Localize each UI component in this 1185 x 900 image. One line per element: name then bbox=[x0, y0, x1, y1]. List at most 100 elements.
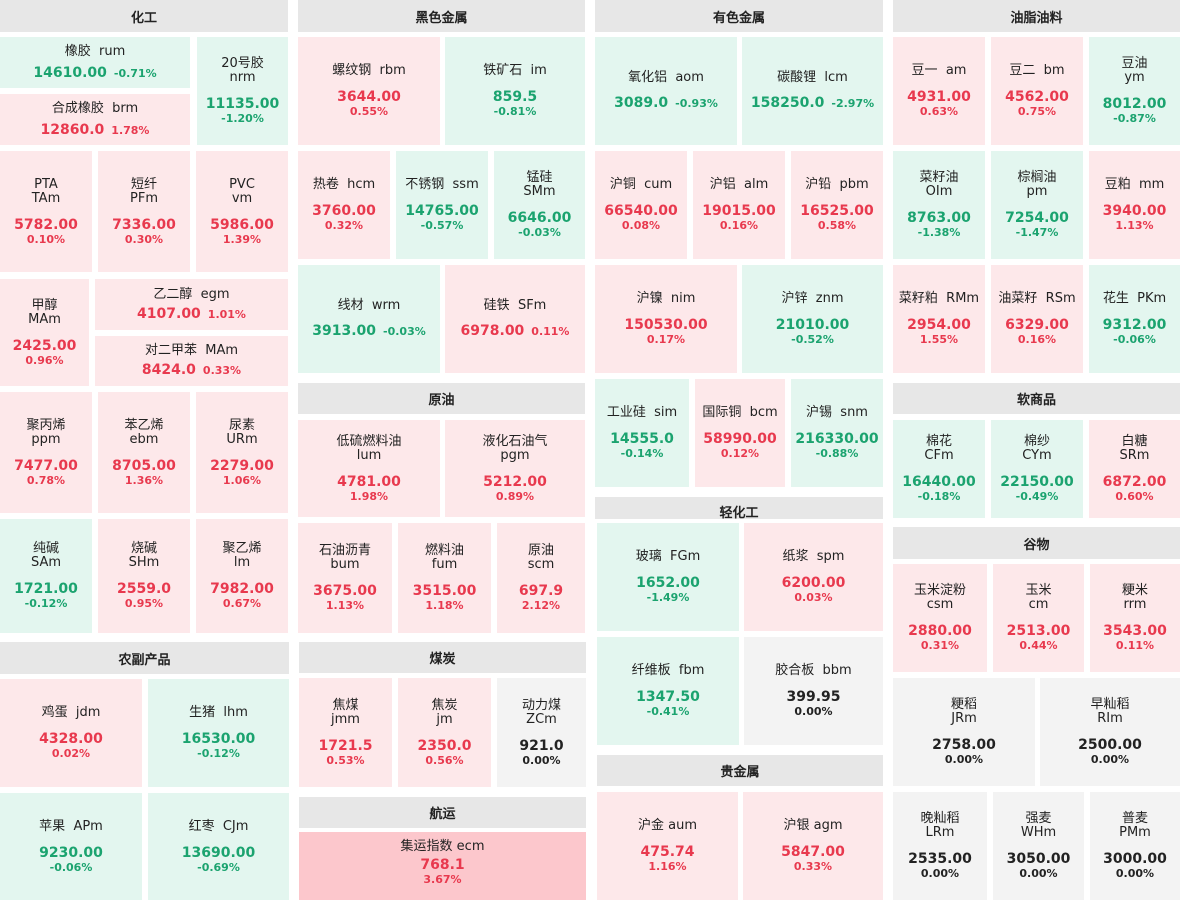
tile-pta[interactable]: PTA TAm 5782.00 0.10% bbox=[0, 151, 92, 272]
tile-lpg[interactable]: 液化石油气 pgm 5212.00 0.89% bbox=[445, 420, 585, 517]
price: 7982.00 bbox=[210, 581, 274, 597]
tile-synthetic-rubber[interactable]: 合成橡胶 brm 12860.0 1.78% bbox=[0, 94, 190, 145]
contract-name: 焦炭 bbox=[431, 697, 458, 713]
tile-rapeseed-meal[interactable]: 菜籽粕 RMm 2954.00 1.55% bbox=[893, 265, 985, 373]
tile-soybean-1[interactable]: 豆一 am 4931.00 0.63% bbox=[893, 37, 985, 145]
contract-symbol: pm bbox=[1026, 184, 1048, 199]
tile-crude-oil[interactable]: 原油 scm 697.9 2.12% bbox=[497, 523, 585, 633]
tile-soybean-meal[interactable]: 豆粕 mm 3940.00 1.13% bbox=[1089, 151, 1180, 259]
tile-methanol[interactable]: 甲醇 MAm 2425.00 0.96% bbox=[0, 279, 89, 386]
tile-fuel-oil[interactable]: 燃料油 fum 3515.00 1.18% bbox=[398, 523, 491, 633]
tile-pvc[interactable]: PVC vm 5986.00 1.39% bbox=[196, 151, 288, 272]
tile-strong-wheat[interactable]: 强麦 WHm 3050.00 0.00% bbox=[993, 792, 1084, 900]
tile-rubber[interactable]: 橡胶 rum 14610.00 -0.71% bbox=[0, 37, 190, 88]
tile-soda-ash[interactable]: 纯碱 SAm 1721.00 -0.12% bbox=[0, 519, 92, 633]
tile-fiberboard[interactable]: 纤维板 fbm 1347.50 -0.41% bbox=[597, 637, 739, 745]
price: 6329.00 bbox=[1005, 317, 1069, 333]
name-row: 对二甲苯 MAm bbox=[145, 344, 238, 358]
tile-glass[interactable]: 玻璃 FGm 1652.00 -1.49% bbox=[597, 523, 739, 631]
tile-silicomanganese[interactable]: 锰硅 SMm 6646.00 -0.03% bbox=[494, 151, 585, 259]
tile-late-indica-rice[interactable]: 晚籼稻 LRm 2535.00 0.00% bbox=[893, 792, 987, 900]
contract-symbol: brm bbox=[112, 100, 139, 116]
tile-alumina[interactable]: 氧化铝 aom 3089.0 -0.93% bbox=[595, 37, 737, 145]
tile-corn[interactable]: 玉米 cm 2513.00 0.44% bbox=[993, 564, 1084, 672]
tile-gold[interactable]: 沪金 aum 475.74 1.16% bbox=[597, 792, 738, 900]
tile-polyethylene[interactable]: 聚乙烯 lm 7982.00 0.67% bbox=[196, 519, 288, 633]
tile-japonica-rice[interactable]: 粳米 rrm 3543.00 0.11% bbox=[1090, 564, 1180, 672]
tile-staple-fiber[interactable]: 短纤 PFm 7336.00 0.30% bbox=[98, 151, 190, 272]
tile-sugar[interactable]: 白糖 SRm 6872.00 0.60% bbox=[1089, 420, 1180, 518]
tile-low-sulfur-fuel-oil[interactable]: 低硫燃料油 lum 4781.00 1.98% bbox=[298, 420, 440, 517]
tile-coking-coal[interactable]: 焦煤 jmm 1721.5 0.53% bbox=[299, 678, 392, 787]
tile-thermal-coal[interactable]: 动力煤 ZCm 921.0 0.00% bbox=[497, 678, 586, 787]
tile-lead[interactable]: 沪铅 pbm 16525.00 0.58% bbox=[791, 151, 883, 259]
section-title: 原油 bbox=[428, 393, 455, 408]
tile-industrial-silicon[interactable]: 工业硅 sim 14555.0 -0.14% bbox=[595, 379, 689, 487]
tile-palm-oil[interactable]: 棕榈油 pm 7254.00 -1.47% bbox=[991, 151, 1083, 259]
tile-rapeseed[interactable]: 油菜籽 RSm 6329.00 0.16% bbox=[991, 265, 1083, 373]
price: 12860.0 bbox=[40, 121, 105, 138]
contract-name: 玉米 bbox=[1025, 583, 1052, 598]
change-pct: 0.03% bbox=[794, 591, 833, 604]
tile-egg[interactable]: 鸡蛋 jdm 4328.00 0.02% bbox=[0, 679, 142, 787]
tile-zinc[interactable]: 沪锌 znm 21010.00 -0.52% bbox=[742, 265, 883, 373]
tile-japonica-paddy[interactable]: 粳稻 JRm 2758.00 0.00% bbox=[893, 678, 1035, 786]
tile-early-indica-rice[interactable]: 早籼稻 RIm 2500.00 0.00% bbox=[1040, 678, 1180, 786]
tile-tin[interactable]: 沪锡 snm 216330.00 -0.88% bbox=[791, 379, 883, 487]
contract-name: 沪锌 bbox=[781, 291, 808, 306]
tile-urea[interactable]: 尿素 URm 2279.00 1.06% bbox=[196, 392, 288, 513]
tile-bitumen[interactable]: 石油沥青 bum 3675.00 1.13% bbox=[298, 523, 392, 633]
price: 158250.0 bbox=[750, 95, 825, 111]
tile-aluminum[interactable]: 沪铝 alm 19015.00 0.16% bbox=[693, 151, 785, 259]
tile-silver[interactable]: 沪银 agm 5847.00 0.33% bbox=[743, 792, 883, 900]
tile-pulp[interactable]: 纸浆 spm 6200.00 0.03% bbox=[744, 523, 883, 631]
tile-container-freight-index[interactable]: 集运指数 ecm 768.1 3.67% bbox=[299, 832, 586, 900]
tile-lithium-carbonate[interactable]: 碳酸锂 lcm 158250.0 -2.97% bbox=[742, 37, 883, 145]
tile-paraxylene[interactable]: 对二甲苯 MAm 8424.0 0.33% bbox=[95, 336, 288, 386]
contract-symbol: FGm bbox=[670, 549, 701, 564]
tile-cotton-yarn[interactable]: 棉纱 CYm 22150.00 -0.49% bbox=[991, 420, 1083, 518]
tile-copper[interactable]: 沪铜 cum 66540.00 0.08% bbox=[595, 151, 687, 259]
tile-rebar[interactable]: 螺纹钢 rbm 3644.00 0.55% bbox=[298, 37, 440, 145]
tile-stainless-steel[interactable]: 不锈钢 ssm 14765.00 -0.57% bbox=[396, 151, 488, 259]
tile-red-date[interactable]: 红枣 CJm 13690.00 -0.69% bbox=[148, 793, 289, 900]
tile-iron-ore[interactable]: 铁矿石 im 859.5 -0.81% bbox=[445, 37, 585, 145]
tile-ethylene-glycol[interactable]: 乙二醇 egm 4107.00 1.01% bbox=[95, 279, 288, 330]
change-pct: -0.87% bbox=[1113, 112, 1156, 125]
tile-soybean-oil[interactable]: 豆油 ym 8012.00 -0.87% bbox=[1089, 37, 1180, 145]
contract-name: 国际铜 bbox=[702, 405, 742, 420]
tile-wire-rod[interactable]: 线材 wrm 3913.00 -0.03% bbox=[298, 265, 440, 373]
change-pct: -0.12% bbox=[24, 597, 68, 610]
contract-symbol: RMm bbox=[946, 291, 980, 306]
tile-plywood[interactable]: 胶合板 bbm 399.95 0.00% bbox=[744, 637, 883, 745]
contract-symbol: aum bbox=[668, 818, 698, 833]
contract-symbol: SHm bbox=[128, 555, 160, 570]
tile-apple[interactable]: 苹果 APm 9230.00 -0.06% bbox=[0, 793, 142, 900]
tile-live-hog[interactable]: 生猪 lhm 16530.00 -0.12% bbox=[148, 679, 289, 787]
price: 2559.0 bbox=[116, 581, 172, 597]
contract-name: 橡胶 bbox=[64, 43, 91, 59]
tile-ferrosilicon[interactable]: 硅铁 SFm 6978.00 0.11% bbox=[445, 265, 585, 373]
tile-coke[interactable]: 焦炭 jm 2350.0 0.56% bbox=[398, 678, 491, 787]
tile-styrene[interactable]: 苯乙烯 ebm 8705.00 1.36% bbox=[98, 392, 190, 513]
price: 16440.00 bbox=[902, 474, 976, 490]
change-pct: 0.55% bbox=[349, 105, 389, 118]
tile-polypropylene[interactable]: 聚丙烯 ppm 7477.00 0.78% bbox=[0, 392, 92, 513]
tile-international-copper[interactable]: 国际铜 bcm 58990.00 0.12% bbox=[695, 379, 785, 487]
tile-20-rubber[interactable]: 20号胶 nrm 11135.00 -1.20% bbox=[197, 37, 288, 145]
tile-nickel[interactable]: 沪镍 nim 150530.00 0.17% bbox=[595, 265, 737, 373]
change-pct: -0.71% bbox=[113, 66, 157, 80]
change-pct: 0.53% bbox=[326, 753, 365, 767]
tile-corn-starch[interactable]: 玉米淀粉 csm 2880.00 0.31% bbox=[893, 564, 987, 672]
contract-symbol: spm bbox=[816, 549, 845, 564]
change-pct: 0.00% bbox=[794, 705, 833, 718]
tile-cotton[interactable]: 棉花 CFm 16440.00 -0.18% bbox=[893, 420, 985, 518]
tile-hot-coil[interactable]: 热卷 hcm 3760.00 0.32% bbox=[298, 151, 390, 259]
contract-name: 石油沥青 bbox=[318, 543, 371, 558]
name-row: 国际铜 bcm bbox=[702, 406, 777, 420]
tile-peanut[interactable]: 花生 PKm 9312.00 -0.06% bbox=[1089, 265, 1180, 373]
tile-soybean-2[interactable]: 豆二 bm 4562.00 0.75% bbox=[991, 37, 1083, 145]
tile-caustic-soda[interactable]: 烧碱 SHm 2559.0 0.95% bbox=[98, 519, 190, 633]
tile-common-wheat[interactable]: 普麦 PMm 3000.00 0.00% bbox=[1090, 792, 1180, 900]
tile-rapeseed-oil[interactable]: 菜籽油 OIm 8763.00 -1.38% bbox=[893, 151, 985, 259]
